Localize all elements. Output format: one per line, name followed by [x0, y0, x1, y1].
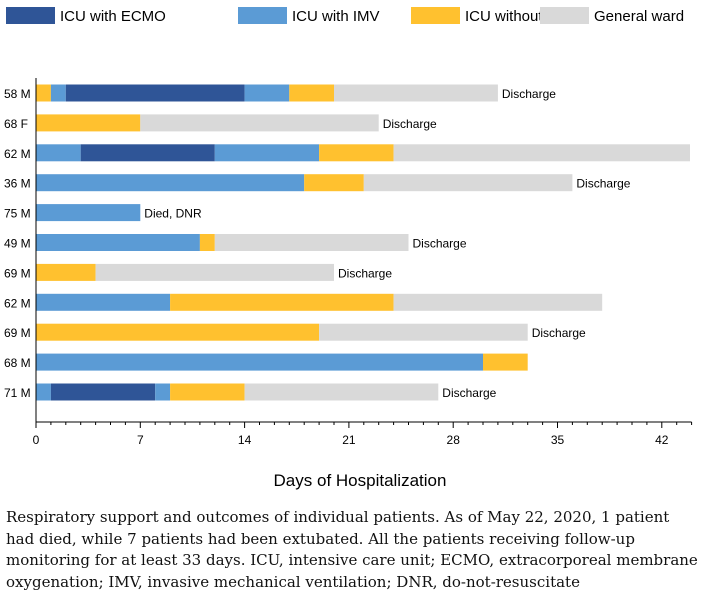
bar-segment-imv — [36, 234, 200, 251]
bar-segment-noimv — [304, 174, 364, 192]
legend-swatch-noimv — [411, 7, 460, 24]
patient-label: 68 M — [4, 356, 31, 370]
outcome-label: Discharge — [413, 237, 467, 251]
bar-segment-noimv — [36, 323, 320, 341]
patient-label: 68 F — [4, 117, 28, 131]
bar-segment-ward — [334, 84, 498, 102]
patient-label: 62 M — [4, 147, 31, 161]
outcome-label: Discharge — [383, 117, 437, 131]
chart-bars: 58 M Discharge 68 F Discharge 62 M 36 M Discha… — [4, 84, 690, 401]
x-tick-label: 0 — [33, 433, 40, 447]
bar-segment-imv — [50, 84, 66, 102]
legend-swatch-ward — [540, 7, 589, 24]
bar-segment-imv — [244, 84, 290, 102]
patient-label: 69 M — [4, 266, 31, 280]
legend-label-ward: General ward — [594, 8, 684, 25]
x-axis-label: Days of Hospitalization — [274, 471, 447, 490]
bar-segment-imv — [155, 383, 171, 401]
x-tick-label: 42 — [655, 433, 669, 447]
outcome-label: Discharge — [442, 386, 496, 400]
bar-segment-noimv — [319, 144, 394, 162]
chart-legend: ICU with ECMO ICU with IMV ICU without IMV… — [6, 7, 684, 25]
bar-segment-imv — [36, 353, 483, 371]
bar-segment-ward — [319, 323, 528, 341]
legend-label-ecmo: ICU with ECMO — [60, 8, 166, 25]
bar-segment-ecmo — [65, 84, 245, 102]
legend-swatch-imv — [238, 7, 287, 24]
outcome-label: Discharge — [532, 326, 586, 340]
bar-segment-noimv — [483, 353, 528, 371]
bar-segment-noimv — [289, 84, 334, 102]
bar-segment-imv — [36, 174, 305, 192]
x-tick-label: 35 — [551, 433, 565, 447]
legend-swatch-ecmo — [6, 7, 55, 24]
bar-segment-ward — [393, 144, 690, 162]
bar-segment-noimv — [36, 114, 141, 132]
x-tick-label: 28 — [447, 433, 461, 447]
patient-label: 71 M — [4, 386, 31, 400]
bar-segment-ward — [363, 174, 573, 192]
x-tick-label: 7 — [137, 433, 144, 447]
bar-segment-imv — [36, 293, 171, 311]
patient-label: 36 M — [4, 177, 31, 191]
bar-segment-noimv — [170, 293, 394, 311]
patient-label: 49 M — [4, 237, 31, 251]
bar-segment-ward — [393, 293, 603, 311]
bar-segment-noimv — [199, 234, 215, 251]
bar-segment-noimv — [36, 84, 51, 102]
bar-segment-ward — [214, 234, 409, 251]
outcome-label: Died, DNR — [144, 207, 202, 221]
bar-segment-ward — [244, 383, 439, 401]
bar-segment-imv — [36, 383, 51, 401]
bar-segment-ward — [140, 114, 379, 132]
x-tick-label: 14 — [238, 433, 252, 447]
patient-label: 69 M — [4, 326, 31, 340]
figure-caption: Respiratory support and outcomes of indi… — [6, 508, 698, 591]
patient-timeline-chart: ICU with ECMO ICU with IMV ICU without IMV… — [4, 7, 693, 490]
bar-segment-imv — [36, 144, 81, 162]
bar-segment-noimv — [36, 263, 96, 281]
legend-label-imv: ICU with IMV — [292, 8, 380, 25]
bar-segment-noimv — [170, 383, 245, 401]
outcome-label: Discharge — [576, 177, 630, 191]
bar-segment-imv — [214, 144, 320, 162]
bar-segment-imv — [36, 204, 141, 222]
bar-segment-ecmo — [50, 383, 156, 401]
bar-segment-ward — [95, 263, 334, 281]
outcome-label: Discharge — [338, 266, 392, 280]
patient-label: 75 M — [4, 207, 31, 221]
chart-axes: 0 7 14 21 28 35 42 — [33, 78, 693, 447]
outcome-label: Discharge — [502, 87, 556, 101]
patient-label: 62 M — [4, 296, 31, 310]
x-tick-label: 21 — [342, 433, 356, 447]
patient-label: 58 M — [4, 87, 31, 101]
bar-segment-ecmo — [80, 144, 215, 162]
